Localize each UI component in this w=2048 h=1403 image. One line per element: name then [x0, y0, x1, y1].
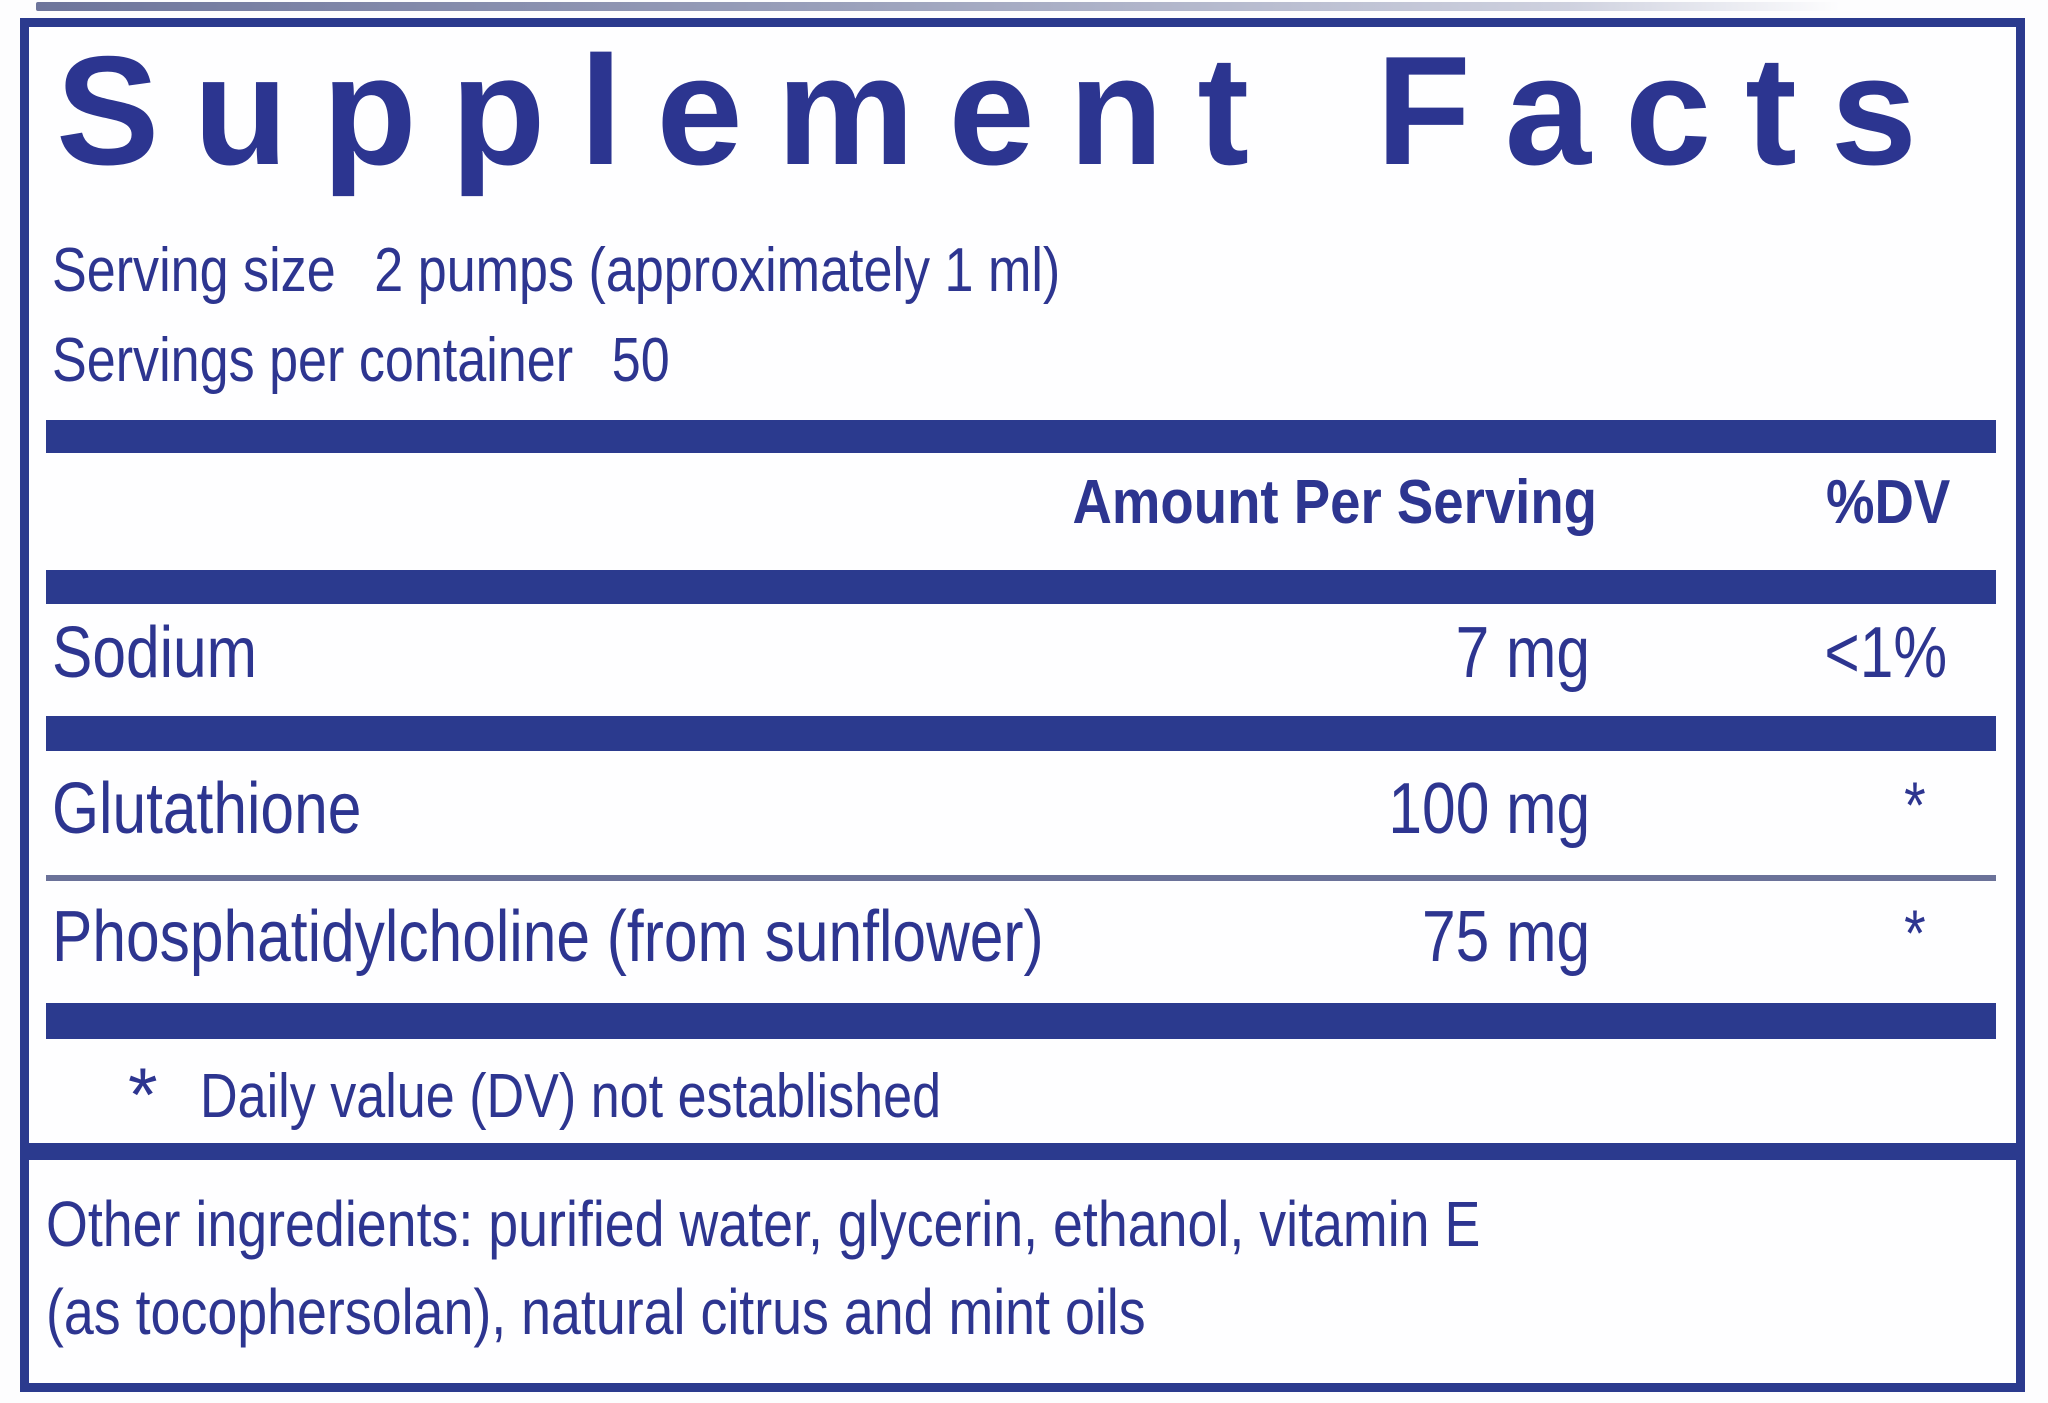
thin-divider-rule	[46, 875, 1996, 881]
thick-divider-bar	[46, 570, 1996, 604]
servings-per-container-value: 50	[611, 326, 670, 395]
nutrient-row-amount: 100 mg	[1388, 769, 1590, 849]
other-ingredients-line-1: Other ingredients: purified water, glyce…	[46, 1188, 1481, 1260]
nutrient-row-amount: 75 mg	[1421, 897, 1590, 977]
nutrient-row-asterisk: *	[1904, 768, 1926, 842]
serving-size-value: 2 pumps (approximately 1 ml)	[374, 236, 1061, 305]
nutrient-row-amount: 7 mg	[1455, 613, 1590, 693]
other-ingredients: Other ingredients: purified water, glyce…	[46, 1180, 1986, 1356]
column-header-amount-per-serving: Amount Per Serving	[1072, 468, 1597, 537]
nutrient-row-name: Phosphatidylcholine (from sunflower)	[52, 897, 1044, 977]
nutrient-row-name: Sodium	[52, 613, 258, 693]
scan-edge-artifact	[36, 2, 1840, 11]
label-title: Supplement Facts	[56, 24, 1951, 197]
servings-per-container-label: Servings per container	[52, 326, 574, 395]
thick-divider-bar	[46, 716, 1996, 751]
footnote-asterisk: *	[128, 1053, 158, 1138]
other-ingredients-line-2: (as tocophersolan), natural citrus and m…	[46, 1276, 1146, 1348]
nutrient-row-asterisk: *	[1904, 896, 1926, 970]
serving-size-line: Serving size 2 pumps (approximately 1 ml)	[52, 232, 1252, 310]
thick-divider-bar	[46, 420, 1996, 453]
servings-per-container-line: Servings per container 50	[52, 322, 787, 400]
label-border-frame	[20, 18, 2025, 1392]
serving-size-label: Serving size	[52, 236, 336, 305]
footnote-text: Daily value (DV) not established	[200, 1062, 942, 1131]
section-divider-bar	[28, 1143, 2020, 1160]
thick-divider-bar	[46, 1003, 1996, 1039]
nutrient-row-dv: <1%	[1824, 613, 1947, 693]
column-header-percent-dv: %DV	[1825, 468, 1950, 537]
nutrient-row-name: Glutathione	[52, 769, 362, 849]
